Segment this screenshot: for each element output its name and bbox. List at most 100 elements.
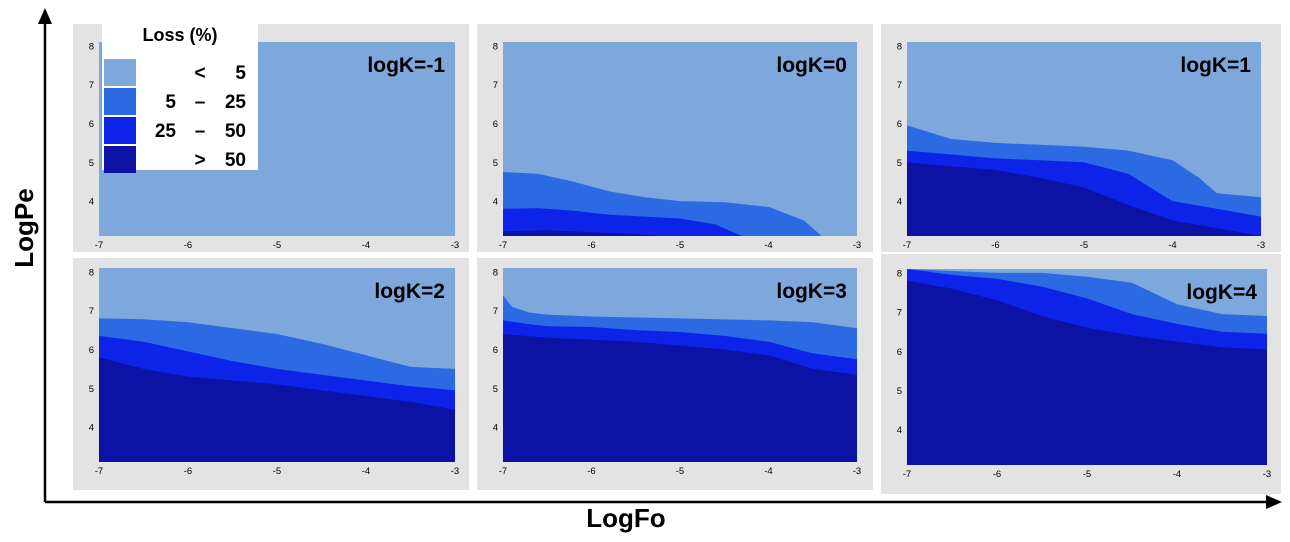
y-tick-label: 7 — [493, 80, 498, 91]
loss-region-above-50 — [99, 357, 455, 462]
x-tick-label: -7 — [95, 240, 103, 251]
x-tick-label: -6 — [587, 466, 595, 477]
panel-label: logK=1 — [1180, 54, 1251, 77]
main-axes — [38, 8, 1282, 509]
y-tick-label: 7 — [493, 306, 498, 317]
panel-label: logK=4 — [1186, 281, 1257, 304]
legend-item: 25–50 — [104, 117, 246, 144]
legend-range-high: 50 — [225, 121, 246, 142]
legend-range-high: 25 — [225, 92, 247, 113]
plot-area — [907, 269, 1267, 465]
y-tick-label: 4 — [897, 197, 902, 208]
y-tick-label: 4 — [897, 425, 902, 436]
x-tick-label: -6 — [993, 469, 1001, 480]
x-tick-label: -5 — [676, 240, 684, 251]
plot-area — [503, 42, 857, 236]
y-tick-label: 7 — [897, 308, 902, 319]
x-tick-label: -4 — [362, 240, 370, 251]
y-tick-label: 8 — [89, 41, 94, 52]
legend-range-operator: – — [195, 121, 206, 142]
panel-label: logK=3 — [776, 280, 847, 303]
x-axis-title: LogFo — [586, 503, 665, 533]
loss-region-above-50 — [503, 230, 663, 236]
x-tick-label: -4 — [362, 466, 370, 477]
y-tick-label: 6 — [89, 119, 94, 130]
y-tick-label: 7 — [89, 306, 94, 317]
y-tick-label: 8 — [897, 41, 902, 52]
y-tick-label: 4 — [493, 423, 498, 434]
x-tick-label: -6 — [184, 466, 192, 477]
x-tick-label: -4 — [1173, 469, 1181, 480]
legend-range-operator: < — [194, 63, 205, 84]
x-tick-label: -7 — [903, 469, 911, 480]
y-tick-label: 8 — [897, 268, 902, 279]
y-tick-label: 5 — [897, 386, 902, 397]
x-tick-label: -6 — [184, 240, 192, 251]
x-tick-label: -3 — [853, 466, 861, 477]
x-tick-label: -5 — [273, 466, 281, 477]
plot-area — [99, 268, 455, 462]
legend-range-low: 25 — [155, 121, 177, 142]
panel: -7 -6 -5 -4 -3 4 5 6 7 8 logK=2 — [73, 258, 469, 490]
loss-region-above-50 — [907, 162, 1261, 236]
x-tick-label: -7 — [903, 240, 911, 251]
x-tick-label: -5 — [676, 466, 684, 477]
y-tick-label: 4 — [89, 197, 94, 208]
x-tick-label: -3 — [1263, 469, 1271, 480]
panel: -7 -6 -5 -4 -3 4 5 6 7 8 logK=4 — [881, 254, 1281, 494]
legend-swatch — [104, 146, 136, 173]
x-tick-label: -7 — [499, 466, 507, 477]
y-tick-label: 5 — [897, 158, 902, 169]
y-tick-label: 4 — [493, 197, 498, 208]
y-tick-label: 6 — [897, 119, 902, 130]
plot-area — [503, 268, 857, 462]
panel-label: logK=0 — [776, 54, 847, 77]
x-tick-label: -5 — [1080, 240, 1088, 251]
panel: -7 -6 -5 -4 -3 4 5 6 7 8 logK=0 — [477, 24, 873, 252]
legend-swatch — [104, 88, 136, 115]
plot-area — [907, 42, 1261, 236]
x-tick-label: -5 — [273, 240, 281, 251]
x-tick-label: -3 — [1257, 240, 1265, 251]
y-tick-label: 5 — [89, 158, 94, 169]
loss-region-above-25 — [503, 208, 742, 236]
legend-swatch — [104, 59, 136, 86]
y-tick-label: 4 — [89, 423, 94, 434]
y-axis-title: LogPe — [9, 188, 39, 267]
loss-region-above-50 — [907, 280, 1267, 465]
y-tick-label: 5 — [493, 384, 498, 395]
panel-label: logK=-1 — [367, 54, 445, 77]
x-tick-label: -3 — [451, 466, 459, 477]
loss-region-above-50 — [503, 334, 857, 462]
panel: -7 -6 -5 -4 -3 4 5 6 7 8 logK=3 — [477, 258, 873, 490]
panels: -7 -6 -5 -4 -3 4 5 6 7 8 logK=-1 -7 -6 -5 -4 -3 4 5 6 7 8 log… — [73, 24, 1281, 494]
panel-label: logK=2 — [374, 280, 445, 303]
y-tick-label: 8 — [493, 267, 498, 278]
y-tick-label: 6 — [493, 345, 498, 356]
legend-item: >50 — [104, 146, 246, 173]
x-tick-label: -6 — [991, 240, 999, 251]
legend-range-high: 5 — [235, 63, 246, 84]
y-tick-label: 8 — [493, 41, 498, 52]
y-tick-label: 6 — [897, 347, 902, 358]
x-tick-label: -6 — [587, 240, 595, 251]
x-tick-label: -3 — [451, 240, 459, 251]
y-tick-label: 6 — [493, 119, 498, 130]
y-tick-label: 6 — [89, 345, 94, 356]
panel: -7 -6 -5 -4 -3 4 5 6 7 8 logK=1 — [881, 24, 1281, 252]
x-tick-label: -4 — [1168, 240, 1176, 251]
legend-title: Loss (%) — [142, 25, 217, 45]
y-tick-label: 5 — [493, 158, 498, 169]
x-tick-label: -3 — [853, 240, 861, 251]
y-tick-label: 7 — [897, 80, 902, 91]
x-tick-label: -4 — [764, 240, 772, 251]
y-tick-label: 8 — [89, 267, 94, 278]
legend-range-high: 50 — [225, 150, 246, 171]
x-tick-label: -4 — [764, 466, 772, 477]
legend-range-low: 5 — [165, 92, 176, 113]
x-tick-label: -7 — [499, 240, 507, 251]
main-x-axis-arrow — [1266, 495, 1282, 509]
main-y-axis-arrow — [38, 8, 52, 24]
